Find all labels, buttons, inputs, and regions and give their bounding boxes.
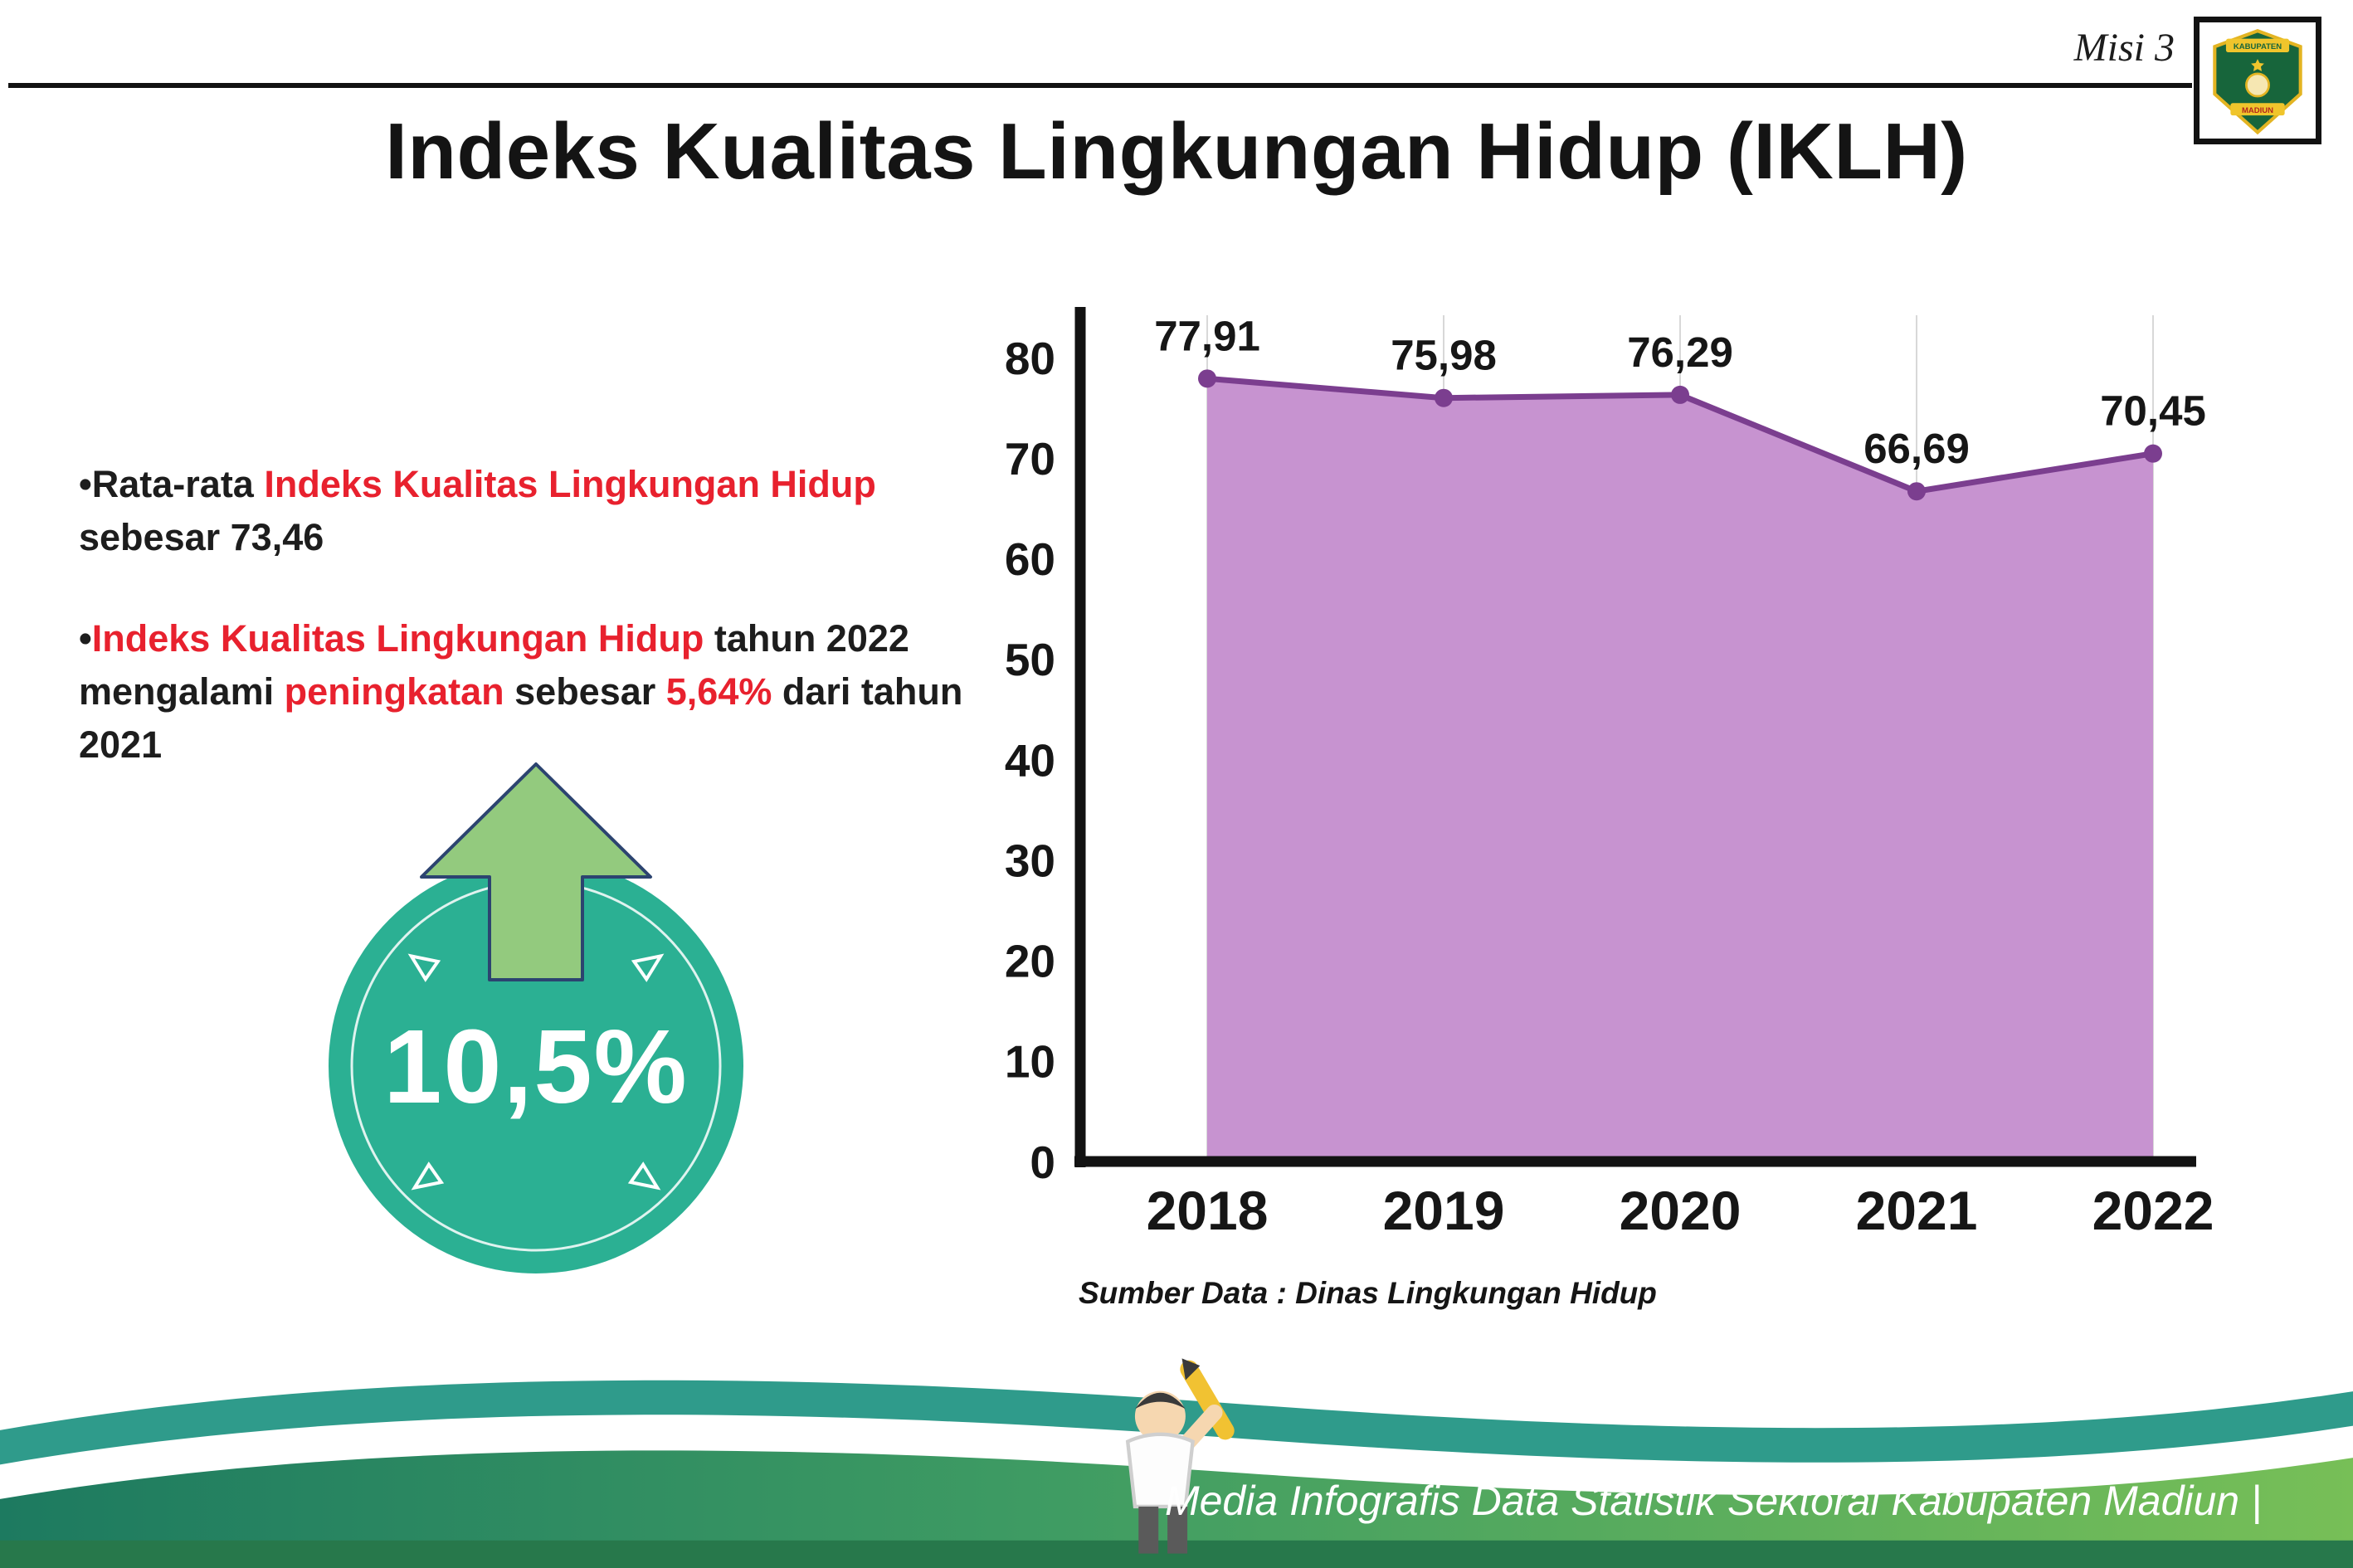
badge-tick-sw [411,1161,445,1191]
mascot-pencil [1180,1360,1235,1440]
badge-tick-se [627,1161,661,1191]
mascot-leg [1167,1506,1188,1554]
crest-bottom-text: MADIUN [2242,106,2273,115]
increase-badge: 10,5% [315,743,763,1348]
crest-top-text: KABUPATEN [2234,42,2282,51]
mascot-icon [1125,1358,1235,1554]
y-tick-label: 60 [1005,533,1055,585]
mascot-hair [1134,1392,1186,1410]
bullet-text: sebesar 73,46 [79,515,324,558]
data-label: 66,69 [1863,425,1970,472]
mascot-leg [1138,1506,1159,1554]
badge-tick-ne [631,953,665,982]
y-tick-label: 50 [1005,634,1055,685]
mascot-body [1125,1432,1195,1509]
bullet-text-highlight: Indeks Kualitas Lingkungan Hidup [91,616,704,660]
kabupaten-madiun-logo: KABUPATEN MADIUN [2194,17,2321,144]
bullet-text-highlight: Indeks Kualitas Lingkungan Hidup [264,463,876,505]
bullet-text: Rata-rata [91,463,265,505]
y-tick-label: 80 [1005,333,1055,384]
bullet-text-highlight: peningkatan [284,670,504,713]
bullet-text: dari tahun 2021 [79,670,963,766]
data-source: Sumber Data : Dinas Lingkungan Hidup [1079,1276,1657,1310]
misi-label: Misi 3 [2073,26,2175,70]
y-tick-label: 0 [1030,1137,1055,1188]
key-points: •Rata-rata Indeks Kualitas Lingkungan Hi… [79,458,975,819]
crest-emblem [2245,72,2270,98]
y-tick-label: 30 [1005,835,1055,886]
y-tick-label: 40 [1005,734,1055,786]
footer-caption: Media Infografis Data Statistik Sektoral… [1164,1478,2262,1524]
bullet-text-highlight: 5,64% [665,670,772,713]
data-label: 77,91 [1154,312,1260,359]
area-fill [1207,378,2153,1161]
data-label: 75,98 [1391,332,1497,379]
x-tick-label: 2021 [1856,1180,1978,1241]
mascot-pencil-tip [1181,1358,1201,1381]
bullet-text: sebesar [504,670,666,713]
bullet-marker: • [79,616,92,660]
bullet-average-iklh: •Rata-rata Indeks Kualitas Lingkungan Hi… [79,458,975,564]
y-tick-label: 10 [1005,1036,1055,1088]
crest-bottom-banner [2230,103,2285,116]
crest-star-icon [2251,59,2264,71]
data-point [2144,444,2162,463]
data-point [1907,482,1926,501]
bullet-increase-2022: •Indeks Kualitas Lingkungan Hidup tahun … [79,612,975,772]
x-tick-label: 2019 [1383,1180,1505,1241]
crest-top-banner [2225,38,2290,52]
top-divider [8,83,2192,88]
footer: Media Infografis Data Statistik Sektoral… [0,1344,2353,1568]
up-arrow-icon [420,762,652,981]
y-tick-label: 20 [1005,936,1055,987]
x-tick-label: 2018 [1147,1180,1269,1241]
page-title: Indeks Kualitas Lingkungan Hidup (IKLH) [385,107,1968,196]
x-tick-label: 2020 [1620,1180,1742,1241]
data-point [1198,369,1216,388]
iklh-area-chart: 0 10 20 30 40 50 60 70 80 77,91 75,98 76,29 66,69 70,… [1005,307,2214,1241]
data-label: 76,29 [1627,329,1733,376]
badge-tick-nw [407,953,441,982]
y-tick-label: 70 [1005,433,1055,485]
increase-badge-graphic [329,762,743,1273]
increase-percentage: 10,5% [383,1008,689,1125]
bullet-text: tahun 2022 mengalami [79,616,909,713]
data-point [1671,385,1689,404]
data-point [1435,388,1453,407]
x-tick-label: 2022 [2092,1180,2214,1241]
data-label: 70,45 [2100,387,2206,435]
bullet-marker: • [79,463,92,505]
crest-icon: KABUPATEN MADIUN [2213,28,2302,135]
